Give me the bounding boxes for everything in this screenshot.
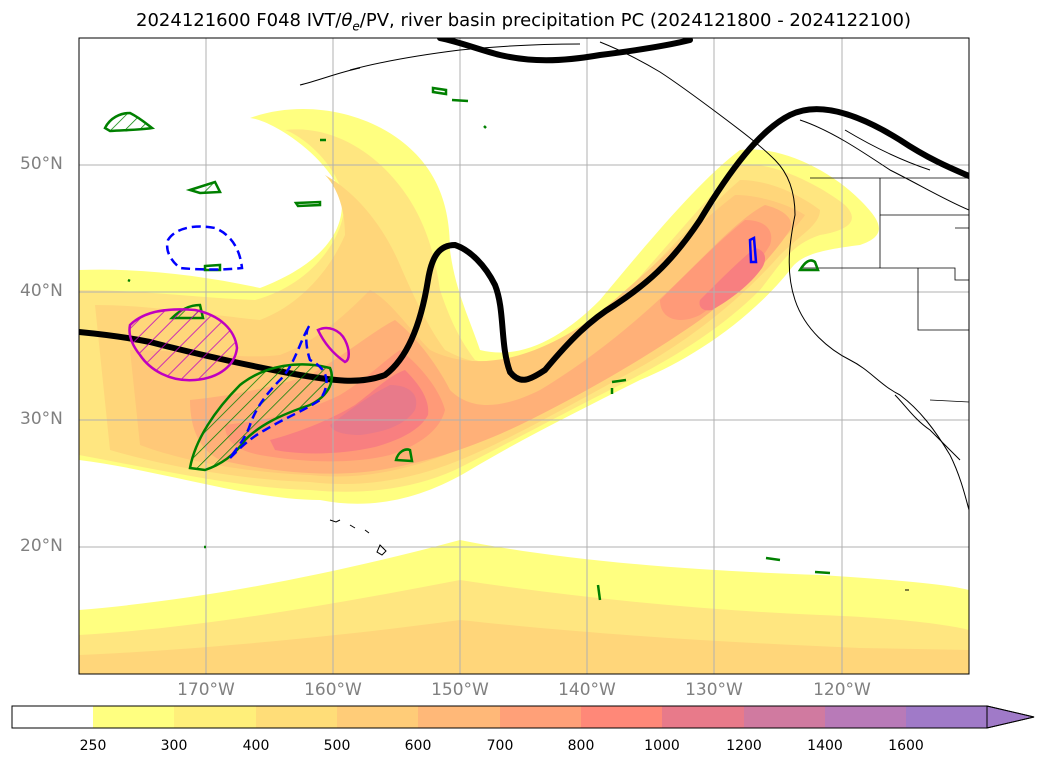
colorbar-label-400: 400 xyxy=(242,738,270,754)
colorbar-segment-800 xyxy=(581,706,662,728)
lon-label-140w: 140°W xyxy=(558,680,616,700)
lon-label-160w: 160°W xyxy=(304,680,362,700)
title-suffix: /PV, river basin precipitation PC (20241… xyxy=(359,10,911,31)
colorbar-label-1600: 1600 xyxy=(888,738,924,754)
colorbar-label-500: 500 xyxy=(323,738,351,754)
colorbar-segment-1600 xyxy=(906,706,987,728)
colorbar-segment-below xyxy=(12,706,93,728)
colorbar-label-1200: 1200 xyxy=(726,738,762,754)
lon-label-150w: 150°W xyxy=(431,680,489,700)
title-prefix: 2024121600 F048 IVT/ xyxy=(136,10,342,31)
pv-contours xyxy=(128,308,350,382)
colorbar-label-600: 600 xyxy=(404,738,432,754)
theta-e-contour-north xyxy=(437,38,693,64)
colorbar-segment-1000 xyxy=(662,706,744,728)
lat-label-40n: 40°N xyxy=(20,281,63,301)
title-theta: θ xyxy=(341,10,353,31)
lat-label-50n: 50°N xyxy=(20,154,63,174)
colorbar-segment-300 xyxy=(174,706,256,728)
colorbar-label-1000: 1000 xyxy=(644,738,680,754)
colorbar-label-250: 250 xyxy=(79,738,107,754)
colorbar-label-1400: 1400 xyxy=(807,738,843,754)
colorbar-segment-1400 xyxy=(825,706,906,728)
map-frame xyxy=(78,37,970,675)
ivt-southern-band xyxy=(79,540,969,674)
pc-negative-contours xyxy=(165,225,758,459)
lon-label-170w: 170°W xyxy=(177,680,235,700)
colorbar-segment-500 xyxy=(337,706,418,728)
coastlines xyxy=(299,41,969,591)
colorbar-segment-600 xyxy=(418,706,500,728)
colorbar-segment-400 xyxy=(256,706,337,728)
colorbar-extend-arrow xyxy=(986,705,1035,729)
colorbar-segment-250 xyxy=(93,706,174,728)
lon-label-130w: 130°W xyxy=(685,680,743,700)
graticule xyxy=(79,38,969,674)
colorbar-segment-700 xyxy=(500,706,581,728)
map-plot-area xyxy=(79,38,969,674)
lat-label-20n: 20°N xyxy=(20,536,63,556)
lon-label-120w: 120°W xyxy=(813,680,871,700)
political-borders xyxy=(800,177,969,403)
colorbar-label-800: 800 xyxy=(567,738,595,754)
colorbar-label-700: 700 xyxy=(486,738,514,754)
colorbar-segment-1200 xyxy=(744,706,825,728)
title-theta-sub: e xyxy=(352,19,360,34)
colorbar-label-300: 300 xyxy=(160,738,188,754)
map-title: 2024121600 F048 IVT/θe/PV, river basin p… xyxy=(0,10,1047,34)
colorbar xyxy=(11,705,1035,729)
lat-label-30n: 30°N xyxy=(20,409,63,429)
